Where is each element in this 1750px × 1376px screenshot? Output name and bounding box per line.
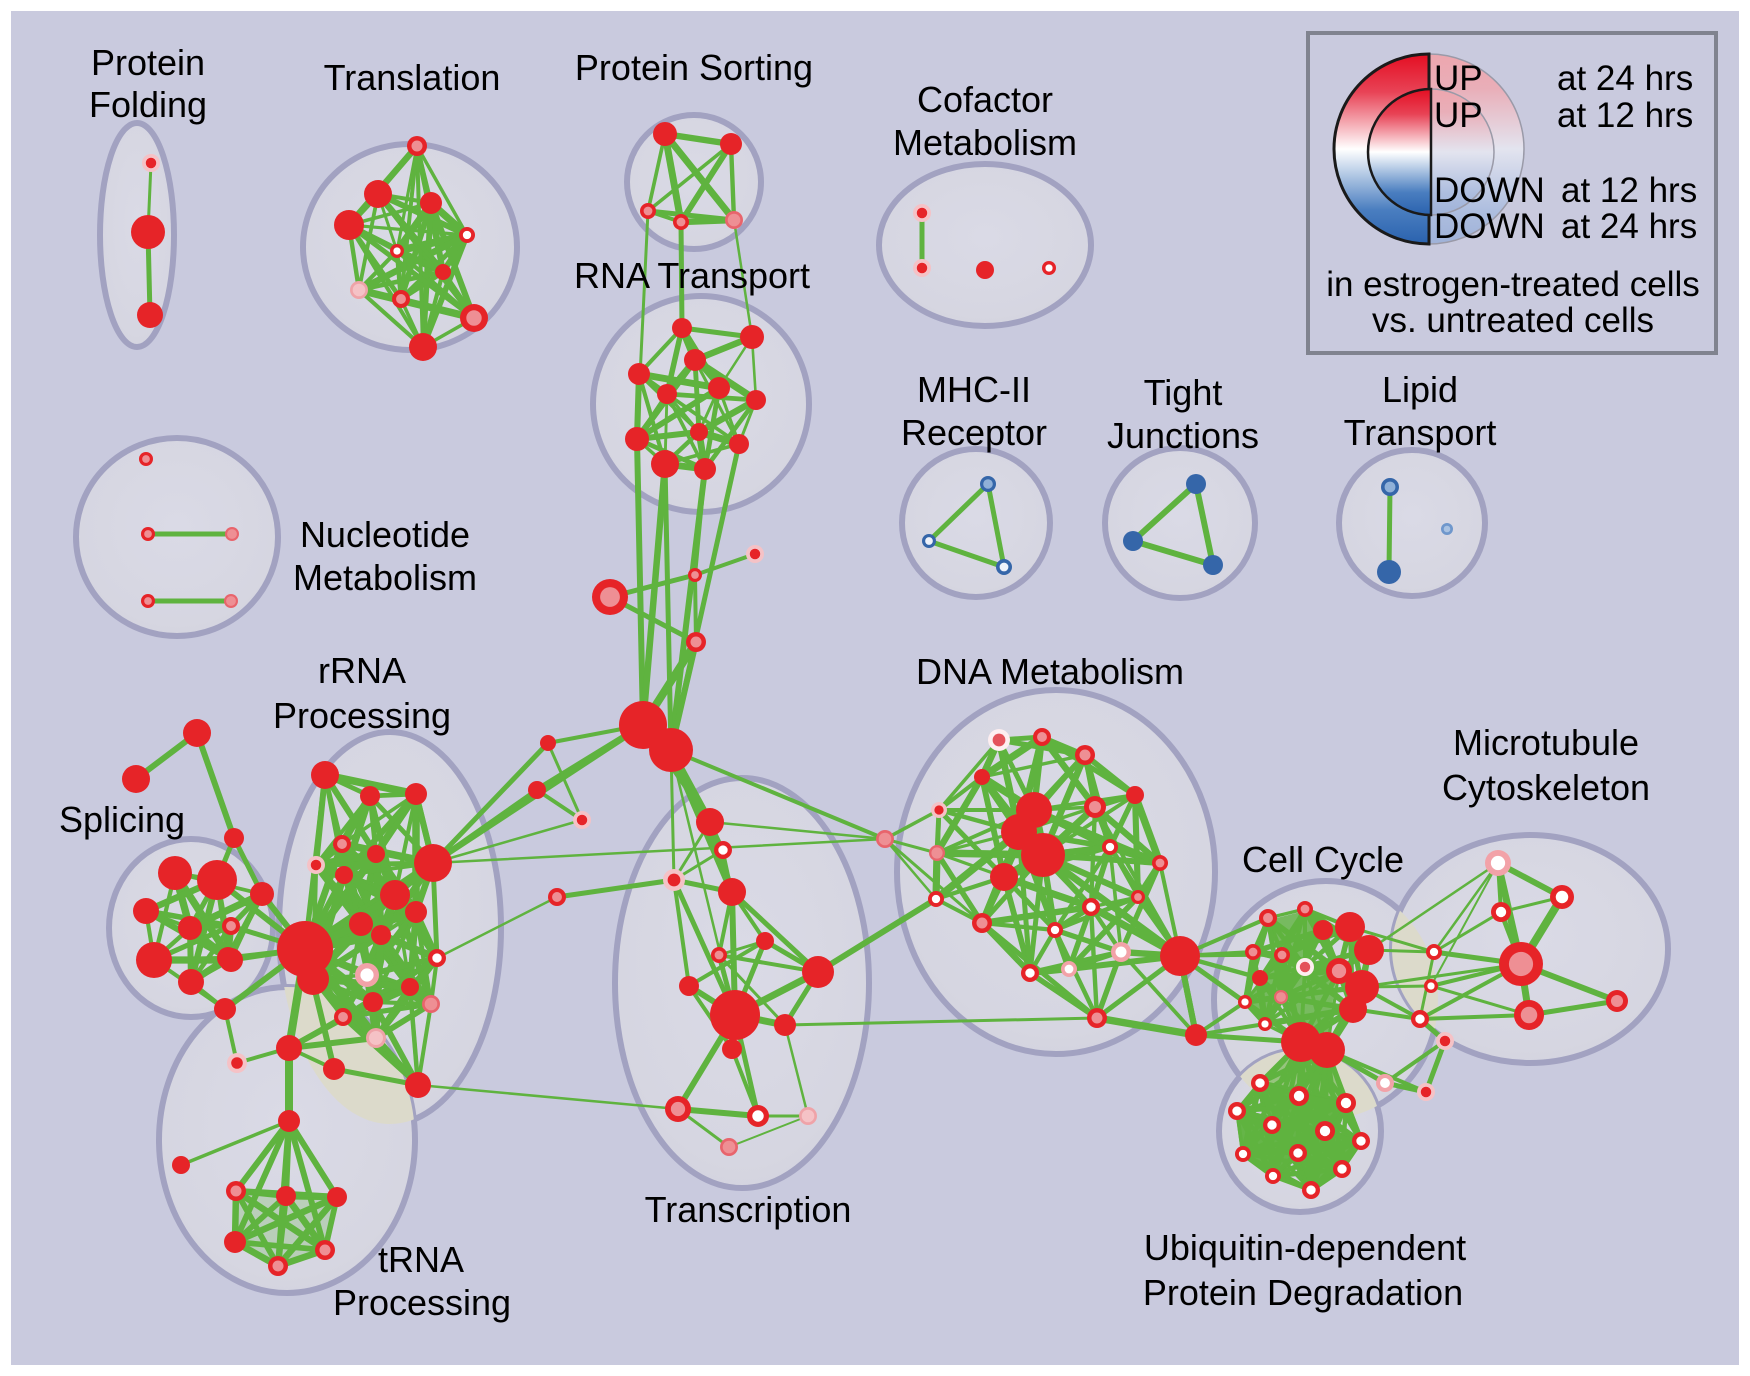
svg-text:Protein Degradation: Protein Degradation (1143, 1272, 1463, 1313)
svg-text:Microtubule: Microtubule (1453, 722, 1639, 763)
svg-text:UP: UP (1434, 59, 1483, 98)
svg-text:Cell Cycle: Cell Cycle (1242, 839, 1404, 880)
svg-text:Nucleotide: Nucleotide (300, 514, 470, 555)
svg-text:at 12 hrs: at 12 hrs (1561, 171, 1697, 210)
svg-text:Protein Sorting: Protein Sorting (575, 47, 813, 88)
svg-text:RNA Transport: RNA Transport (574, 255, 810, 296)
svg-text:UP: UP (1434, 96, 1483, 135)
svg-text:DOWN: DOWN (1434, 207, 1545, 246)
svg-text:Folding: Folding (89, 84, 207, 125)
svg-text:Cytoskeleton: Cytoskeleton (1442, 767, 1650, 808)
svg-text:Cofactor: Cofactor (917, 79, 1053, 120)
svg-text:rRNA: rRNA (318, 650, 406, 691)
svg-text:at 24 hrs: at 24 hrs (1557, 59, 1693, 98)
svg-text:Lipid: Lipid (1382, 369, 1458, 410)
svg-text:Metabolism: Metabolism (893, 122, 1077, 163)
svg-text:Transport: Transport (1344, 412, 1497, 453)
svg-text:Tight: Tight (1144, 372, 1223, 413)
svg-text:DNA Metabolism: DNA Metabolism (916, 651, 1184, 692)
svg-text:Metabolism: Metabolism (293, 557, 477, 598)
svg-text:Receptor: Receptor (901, 412, 1047, 453)
svg-text:Translation: Translation (324, 57, 501, 98)
svg-text:tRNA: tRNA (378, 1239, 464, 1280)
svg-text:Splicing: Splicing (59, 799, 185, 840)
svg-text:at 12 hrs: at 12 hrs (1557, 96, 1693, 135)
svg-text:Processing: Processing (333, 1282, 511, 1323)
svg-text:vs. untreated cells: vs. untreated cells (1372, 301, 1654, 340)
svg-text:DOWN: DOWN (1434, 171, 1545, 210)
svg-text:MHC-II: MHC-II (917, 369, 1031, 410)
svg-text:Protein: Protein (91, 42, 205, 83)
svg-text:Processing: Processing (273, 695, 451, 736)
svg-text:Ubiquitin-dependent: Ubiquitin-dependent (1144, 1227, 1466, 1268)
svg-text:Transcription: Transcription (645, 1189, 852, 1230)
svg-text:at 24 hrs: at 24 hrs (1561, 207, 1697, 246)
svg-text:Junctions: Junctions (1107, 415, 1259, 456)
svg-text:in estrogen-treated cells: in estrogen-treated cells (1326, 265, 1700, 304)
